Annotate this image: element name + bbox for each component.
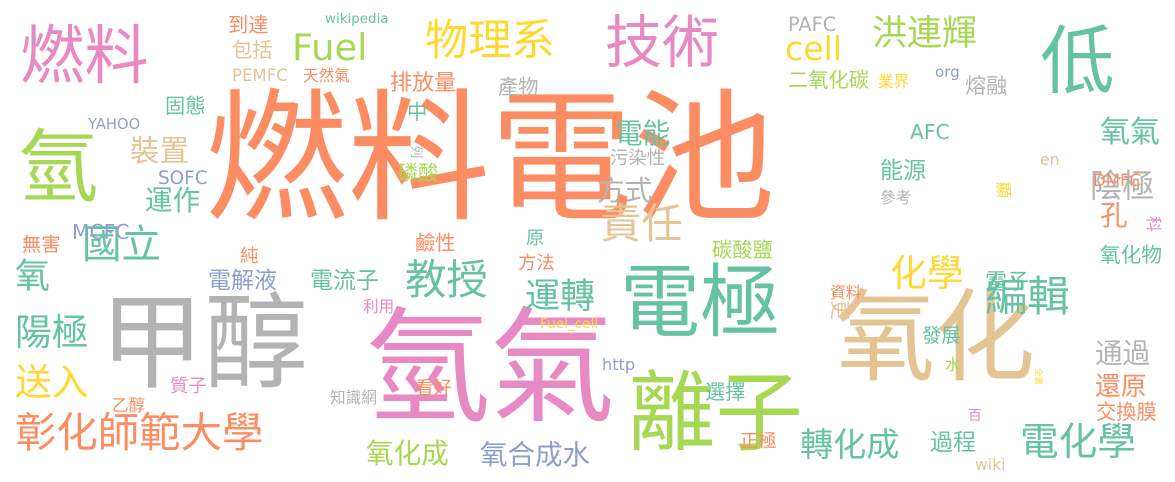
word-electrochemistry: 電化學 (1020, 420, 1136, 465)
word-show: 顯 (994, 182, 1013, 199)
word-process: 過程 (930, 430, 976, 456)
word-water: 水 (945, 355, 961, 374)
word-fuel-cell-en: Fuel_cell (540, 316, 599, 332)
word-carbonate: 碳酸鹽 (712, 238, 773, 262)
word-operation: 運作 (145, 184, 201, 217)
word-chemistry: 化學 (890, 252, 964, 295)
word-pollution: 污染性 (610, 148, 666, 169)
word-methanol: 甲醇 (100, 283, 308, 404)
word-electric-energy: 電能 (615, 117, 671, 150)
word-en: en (1040, 150, 1060, 169)
word-electrode: 電極 (620, 256, 781, 349)
word-http: http (602, 355, 636, 374)
word-hong-lian-hui: 洪連輝 (872, 14, 978, 54)
word-low: 低 (1040, 18, 1115, 105)
word-org: org (935, 63, 960, 81)
word-method: 方式 (597, 174, 653, 207)
word-more: 更 (828, 300, 852, 320)
word-hydrogen-gas: 氫氣 (365, 296, 615, 441)
word-harmless: 無害 (22, 233, 61, 256)
word-pafc: PAFC (788, 13, 837, 36)
word-dmfc: DMFC (1093, 171, 1142, 190)
word-approach: 方法 (518, 253, 555, 274)
word-natural-gas: 天然氣 (303, 66, 350, 85)
word-development: 發展 (922, 324, 961, 347)
word-exchange-membrane: 交換膜 (1096, 400, 1157, 424)
word-electron: 電子 (985, 270, 1030, 295)
word-hole: 孔 (1100, 199, 1128, 232)
word-pemfc: PEMFC (232, 66, 288, 85)
word-reference: 參考 (880, 188, 912, 207)
word-oxidize-into: 氧化成 (366, 437, 449, 470)
word-wiki: wiki (975, 455, 1006, 474)
word-oxygen: 氧 (15, 257, 50, 297)
word-yahoo: YAHOO (88, 116, 141, 133)
word-cathode: 陰極 (1090, 167, 1155, 205)
word-promising: 看好 (415, 378, 452, 399)
word-national: 國立 (82, 222, 162, 268)
word-fuel: 燃料 (20, 19, 149, 94)
word-hundred: 百 (968, 408, 982, 424)
word-include: 包括 (232, 38, 273, 62)
word-pure: 純 (240, 246, 259, 267)
word-device: 裝置 (130, 134, 189, 168)
word-convert-into: 轉化成 (800, 425, 900, 464)
word-sofc: SOFC (158, 168, 208, 189)
word-knowledge-net: 知識網 (330, 388, 377, 407)
word-oxide: 氧化物 (1100, 243, 1162, 267)
word-reduction: 還原 (1095, 372, 1147, 402)
word-ethanol: 乙醇 (112, 396, 146, 415)
word-molten: 熔融 (965, 73, 1008, 98)
word-combine-into-water: 氧合成水 (480, 439, 590, 471)
word-emissions: 排放量 (390, 71, 457, 96)
word-list: 列 (408, 145, 424, 159)
word-oxidation: 氧化 (835, 279, 1035, 396)
word-professor: 教授 (405, 256, 488, 304)
word-origin: 原 (526, 228, 545, 249)
word-physics-dept: 物理系 (425, 16, 555, 66)
word-choice: 選擇 (705, 380, 746, 404)
word-edit: 編輯 (985, 272, 1070, 321)
word-pass-through: 通過 (1095, 337, 1151, 370)
word-co2: 二氧化碳 (788, 68, 869, 92)
word-current: 電流子 (310, 268, 379, 294)
word-phosphoric-acid: 磷酸 (398, 161, 439, 185)
word-positive-electrode: 正極 (740, 431, 777, 452)
word-science: 科 (1144, 216, 1163, 233)
word-solid-state: 固態 (165, 94, 206, 118)
word-wikipedia: wikipedia (325, 12, 389, 27)
word-middle: 中 (407, 100, 428, 124)
word-afc: AFC (910, 120, 950, 144)
word-feed-in: 送入 (15, 361, 89, 404)
word-anode: 陽極 (15, 311, 89, 354)
word-responsibility: 責任 (600, 200, 683, 248)
word-hydrogen: 氫 (18, 121, 98, 214)
word-ion: 離子 (628, 362, 803, 464)
word-oxygen-gas: 氧氣 (1100, 115, 1160, 150)
word-proton: 質子 (170, 376, 207, 397)
word-mcfc: MCFC (72, 220, 130, 244)
word-industry: 業界 (878, 72, 910, 91)
word-data: 資料 (830, 283, 862, 302)
word-alkaline: 鹼性 (415, 231, 456, 255)
word-energy: 能源 (880, 158, 926, 184)
word-product: 產物 (498, 75, 539, 99)
word-technology: 技術 (605, 10, 720, 76)
word-electrolyte: 電解液 (208, 268, 277, 294)
word-utilize: 利用 (363, 297, 395, 316)
word-encyclopedia: 全書 (1032, 368, 1043, 386)
word-reach: 到達 (228, 13, 269, 37)
word-operate: 運轉 (525, 277, 595, 317)
word-cell-en: cell (785, 29, 842, 68)
word-ncue: 彰化師範大學 (15, 409, 264, 457)
word-fuel-en: Fuel (292, 26, 368, 69)
word-fuel-cell-zh: 燃料電池 (205, 76, 776, 242)
